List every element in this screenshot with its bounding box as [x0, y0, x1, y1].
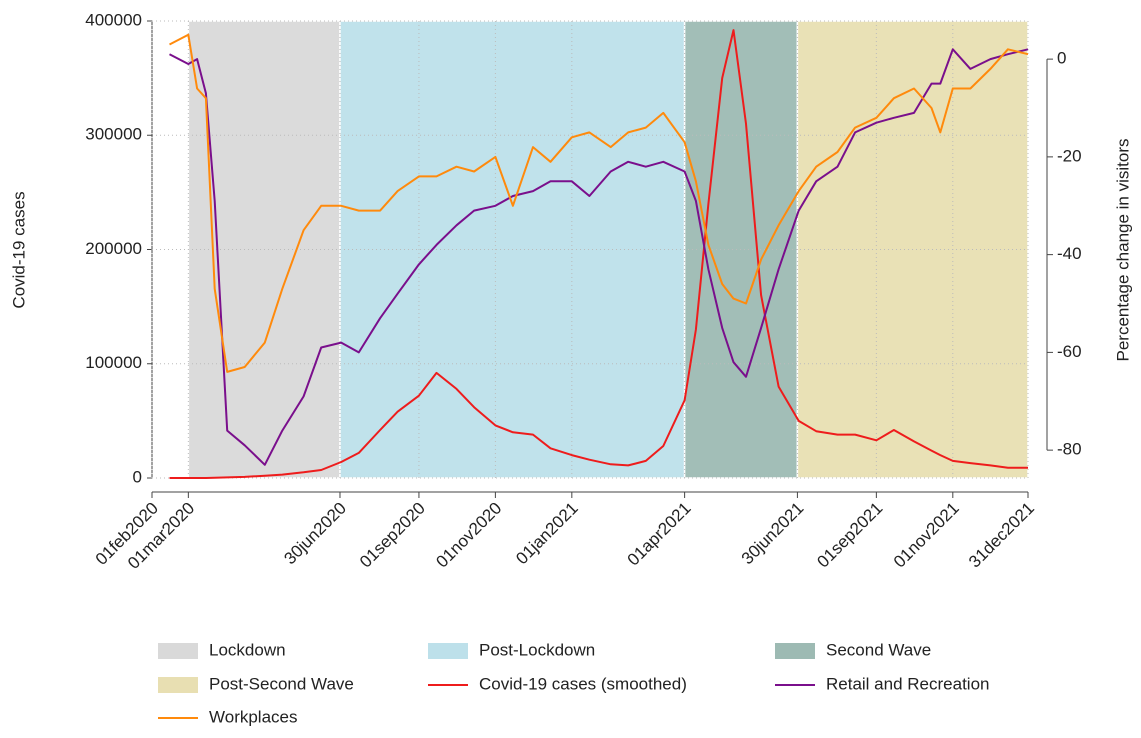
- y2-tick-label: -20: [1057, 146, 1082, 165]
- x-tick-label: 01nov2020: [432, 499, 505, 572]
- legend-swatch: [158, 643, 198, 659]
- x-tick-label: 01apr2021: [624, 499, 695, 570]
- legend-item: Retail and Recreation: [775, 674, 989, 693]
- legend-item: Post-Lockdown: [428, 640, 595, 659]
- y2-tick-label: -80: [1057, 440, 1082, 459]
- y2-axis-title: Percentage change in visitors: [1113, 138, 1132, 361]
- legend-label: Covid-19 cases (smoothed): [479, 674, 687, 693]
- x-tick-label: 01sep2021: [813, 499, 886, 572]
- legend-item: Lockdown: [158, 640, 286, 659]
- legend-label: Retail and Recreation: [826, 674, 989, 693]
- y-tick-label: 200000: [85, 239, 142, 258]
- series-line: [169, 33, 1029, 373]
- legend-swatch: [775, 643, 815, 659]
- legend-swatch: [428, 643, 468, 659]
- legend-item: Second Wave: [775, 640, 931, 659]
- y2-tick-label: 0: [1057, 49, 1066, 68]
- legend-item: Workplaces: [158, 707, 298, 726]
- legend-label: Lockdown: [209, 640, 286, 659]
- x-tick-label: 31dec2021: [965, 499, 1038, 572]
- y-tick-label: 400000: [85, 10, 142, 29]
- y-tick-label: 300000: [85, 125, 142, 144]
- legend-label: Post-Lockdown: [479, 640, 595, 659]
- legend-item: Post-Second Wave: [158, 674, 354, 693]
- legend-item: Covid-19 cases (smoothed): [428, 674, 687, 693]
- x-tick-label: 01sep2020: [356, 499, 429, 572]
- y-axis-title: Covid-19 cases: [9, 191, 28, 308]
- y-tick-label: 0: [133, 467, 142, 486]
- legend-label: Workplaces: [209, 707, 298, 726]
- legend-label: Second Wave: [826, 640, 931, 659]
- series-line: [169, 48, 1029, 466]
- x-tick-label: 01nov2021: [890, 499, 963, 572]
- legend-swatch: [158, 677, 198, 693]
- x-tick-label: 01jan2021: [512, 499, 582, 569]
- y2-tick-label: -60: [1057, 342, 1082, 361]
- y-tick-label: 100000: [85, 353, 142, 372]
- legend-label: Post-Second Wave: [209, 674, 354, 693]
- x-tick-label: 30jun2021: [738, 499, 808, 569]
- x-tick-label: 30jun2020: [280, 499, 350, 569]
- series-line: [169, 29, 1028, 479]
- y2-tick-label: -40: [1057, 244, 1082, 263]
